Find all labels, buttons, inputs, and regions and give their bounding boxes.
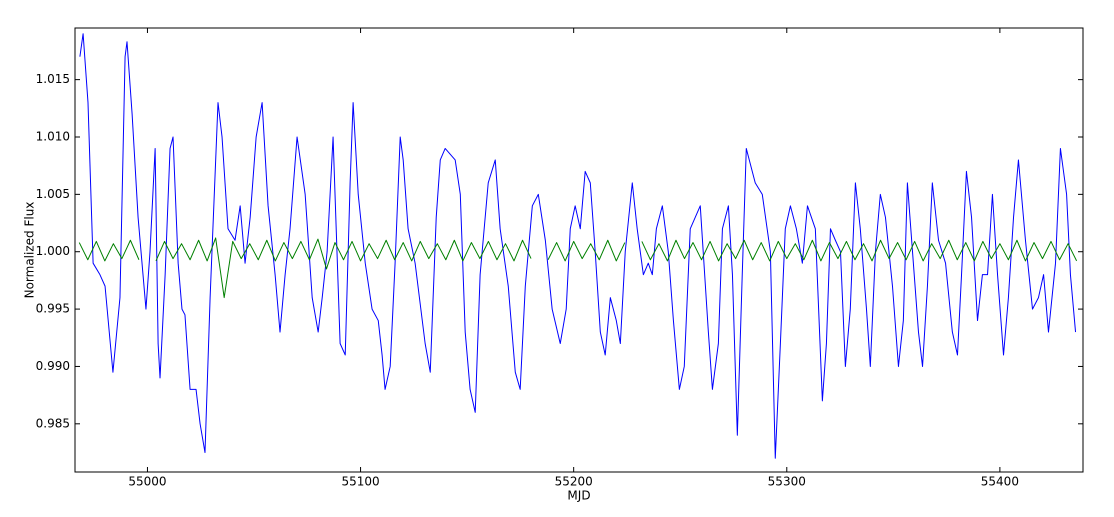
- x-tick-label: 55000: [128, 475, 166, 489]
- y-axis-label: Normalized Flux: [23, 202, 37, 299]
- data-line: [78, 237, 1078, 299]
- y-tick-label: 1.005: [36, 187, 70, 201]
- y-tick-label: 0.995: [36, 302, 70, 316]
- y-tick-label: 0.985: [36, 416, 70, 430]
- y-tick-label: 0.990: [36, 359, 70, 373]
- y-tick-label: 1.000: [36, 244, 70, 258]
- data-line: [79, 33, 1077, 459]
- x-tick-label: 55400: [981, 475, 1019, 489]
- x-axis-label: MJD: [567, 489, 590, 503]
- x-tick-label: 55200: [555, 475, 593, 489]
- y-tick-label: 1.010: [36, 129, 70, 143]
- plot-frame: [74, 27, 1084, 473]
- y-tick-label: 1.015: [36, 72, 70, 86]
- x-tick-label: 55300: [768, 475, 806, 489]
- x-tick-label: 55100: [341, 475, 379, 489]
